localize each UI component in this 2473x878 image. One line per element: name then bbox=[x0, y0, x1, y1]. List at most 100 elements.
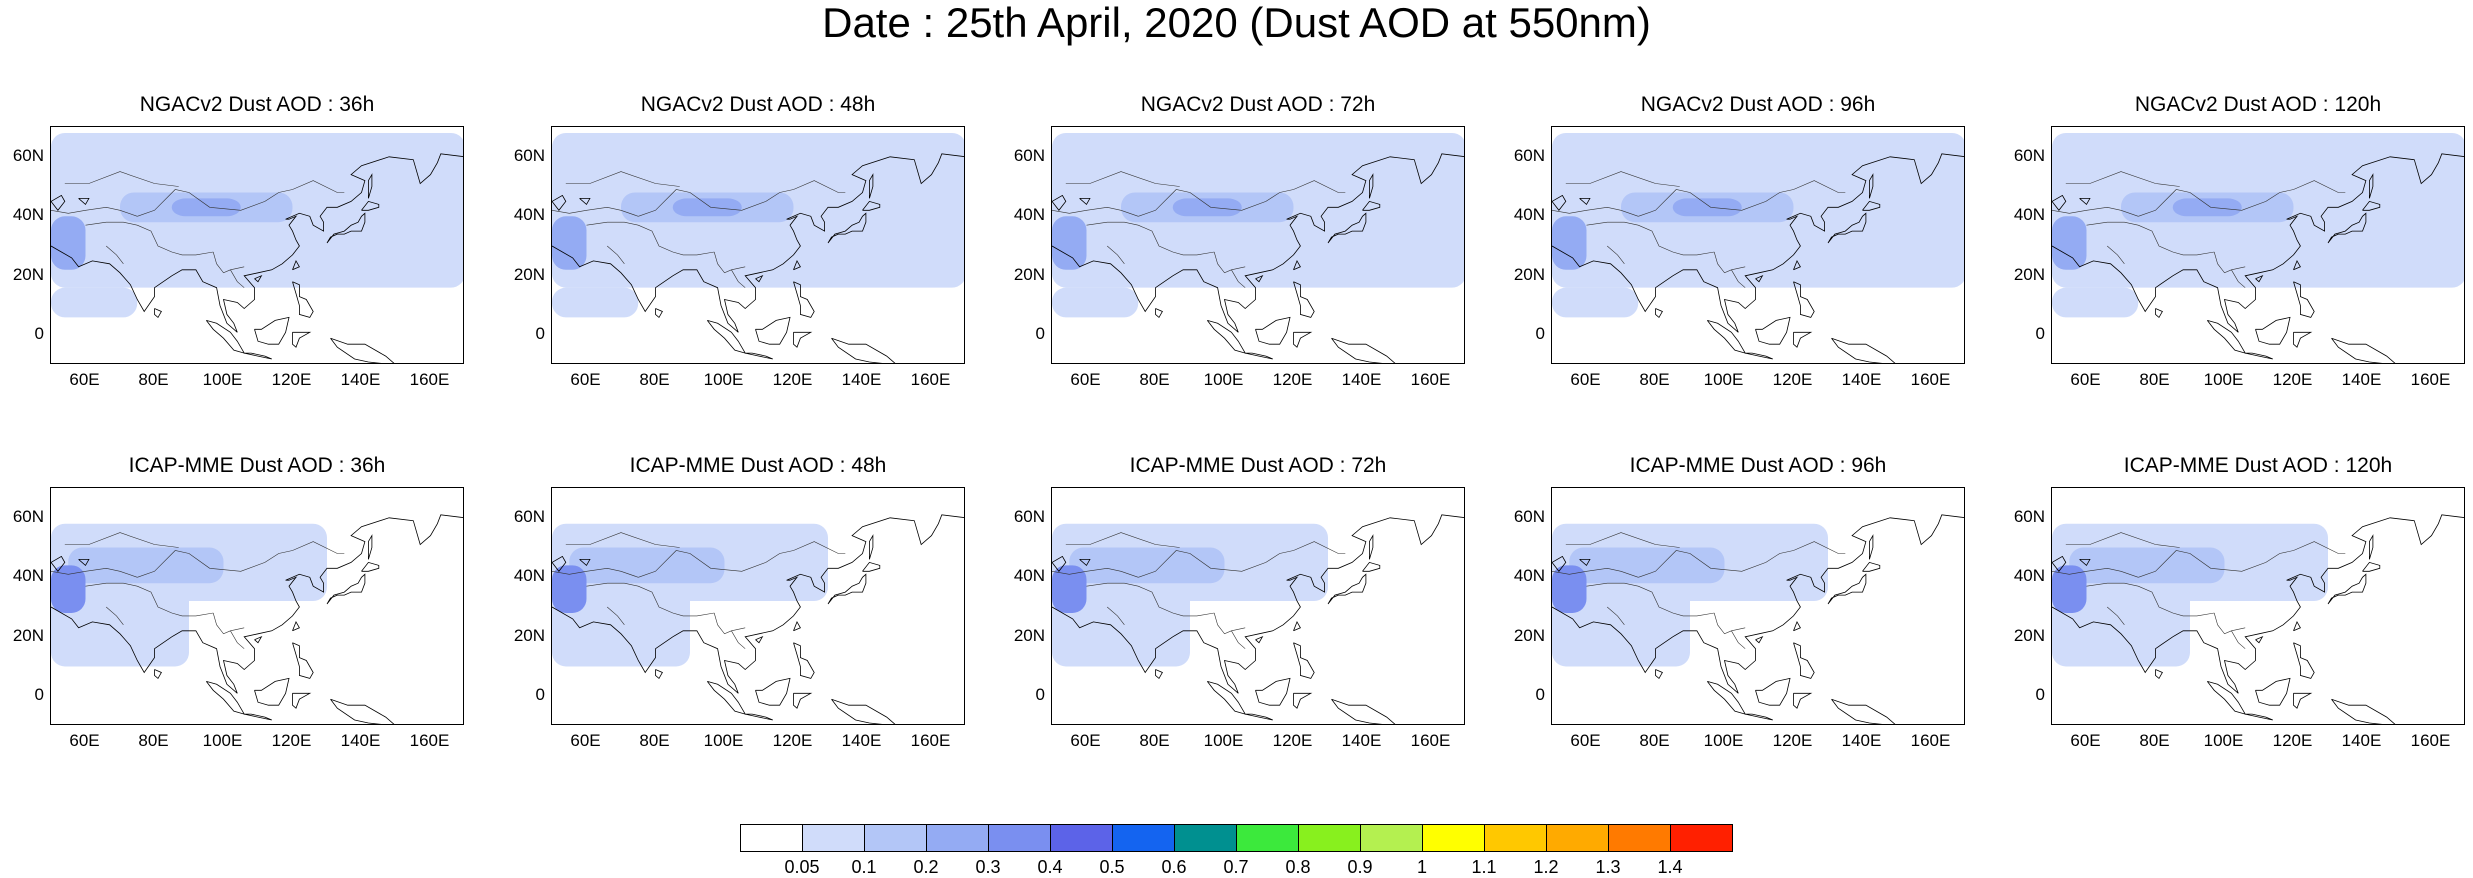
country-border bbox=[1065, 171, 1180, 187]
x-tick-label: 140E bbox=[2341, 731, 2382, 750]
country-border bbox=[552, 567, 639, 578]
x-tick-label: 60E bbox=[1570, 731, 1601, 750]
x-tick-label: 80E bbox=[138, 731, 169, 750]
coastline bbox=[827, 573, 867, 605]
coastline bbox=[361, 561, 380, 572]
x-tick-label: 80E bbox=[1639, 731, 1670, 750]
country-border bbox=[85, 582, 214, 617]
x-tick-label: 80E bbox=[1139, 370, 1170, 389]
x-tick-label: 120E bbox=[2272, 731, 2313, 750]
x-tick-label: 100E bbox=[1203, 370, 1244, 389]
x-tick-label: 100E bbox=[1703, 731, 1744, 750]
colorbar-label: 0.9 bbox=[1347, 857, 1373, 877]
y-tick-label: 0 bbox=[535, 324, 545, 344]
coastline bbox=[244, 713, 272, 721]
coastline bbox=[1206, 320, 1247, 354]
coastline bbox=[1293, 331, 1313, 348]
y-tick-label: 20N bbox=[1513, 264, 1545, 284]
coastline bbox=[579, 559, 591, 567]
x-tick-label: 160E bbox=[2410, 370, 2451, 389]
country-border bbox=[1586, 221, 1715, 256]
country-border bbox=[638, 180, 846, 217]
x-tick-label: 100E bbox=[2203, 731, 2244, 750]
coastline bbox=[292, 642, 314, 679]
y-tick-label: 40N bbox=[12, 566, 44, 586]
country-border bbox=[2138, 541, 2346, 578]
coastline bbox=[1755, 316, 1791, 345]
dust-plume bbox=[1552, 216, 1587, 270]
coastline bbox=[205, 320, 246, 354]
x-tick-label: 100E bbox=[1203, 731, 1244, 750]
coastline bbox=[1079, 559, 1091, 567]
country-border bbox=[1731, 269, 1746, 288]
colorbar-swatch bbox=[1484, 824, 1547, 852]
y-tick-label: 20N bbox=[2013, 625, 2045, 645]
dust-plume bbox=[171, 198, 241, 217]
dust-plume bbox=[1052, 565, 1087, 613]
coastline bbox=[2079, 559, 2091, 567]
coastline bbox=[154, 308, 162, 319]
coastline bbox=[1706, 681, 1747, 715]
coastline bbox=[2255, 316, 2291, 345]
colorbar-label: 1.2 bbox=[1533, 857, 1559, 877]
country-border bbox=[2086, 221, 2215, 256]
coastline bbox=[706, 681, 747, 715]
dust-plume bbox=[1069, 547, 1225, 584]
coastline bbox=[1552, 514, 1964, 694]
country-border bbox=[713, 612, 746, 635]
x-tick-label: 60E bbox=[570, 731, 601, 750]
coastline bbox=[862, 561, 881, 572]
y-tick-label: 40N bbox=[1513, 205, 1545, 225]
x-tick-label: 120E bbox=[1272, 731, 1313, 750]
y-tick-label: 60N bbox=[1013, 145, 1045, 165]
x-tick-label: 100E bbox=[1703, 370, 1744, 389]
colorbar-swatch bbox=[926, 824, 989, 852]
dust-plume bbox=[552, 287, 639, 318]
x-tick-label: 60E bbox=[1070, 370, 1101, 389]
dust-plume bbox=[1569, 547, 1725, 584]
coastline bbox=[2331, 337, 2396, 363]
coastline bbox=[1579, 198, 1591, 206]
x-tick-label: 120E bbox=[271, 370, 312, 389]
panel-title: ICAP-MME Dust AOD : 48h bbox=[629, 454, 887, 477]
coastline bbox=[1655, 308, 1663, 319]
country-border bbox=[64, 171, 179, 187]
coastline bbox=[326, 212, 366, 244]
coastline bbox=[793, 331, 813, 348]
coastline bbox=[1362, 561, 1381, 572]
coastline bbox=[2155, 308, 2163, 319]
coastline bbox=[2293, 620, 2301, 632]
panel-title: ICAP-MME Dust AOD : 96h bbox=[1629, 454, 1887, 477]
y-tick-label: 20N bbox=[1013, 264, 1045, 284]
x-tick-label: 120E bbox=[271, 731, 312, 750]
x-tick-label: 160E bbox=[910, 370, 951, 389]
x-tick-label: 140E bbox=[1341, 370, 1382, 389]
coastline bbox=[2206, 320, 2247, 354]
coastline bbox=[2052, 194, 2067, 211]
coastline bbox=[1255, 635, 1264, 644]
y-tick-label: 20N bbox=[2013, 264, 2045, 284]
country-border bbox=[1586, 582, 1715, 617]
x-tick-label: 140E bbox=[2341, 370, 2382, 389]
x-tick-label: 60E bbox=[1570, 370, 1601, 389]
coastline bbox=[1793, 259, 1801, 271]
country-border bbox=[2107, 245, 2125, 264]
coastline bbox=[552, 555, 567, 572]
coastline bbox=[2327, 212, 2367, 244]
coastline bbox=[1862, 200, 1881, 211]
coastline bbox=[1331, 337, 1396, 363]
coastline bbox=[1327, 212, 1367, 244]
colorbar-swatch bbox=[740, 824, 803, 852]
y-tick-label: 40N bbox=[1013, 205, 1045, 225]
panel-title: ICAP-MME Dust AOD : 72h bbox=[1129, 454, 1387, 477]
panel-title: NGACv2 Dust AOD : 72h bbox=[1140, 93, 1376, 116]
dust-plume bbox=[552, 216, 587, 270]
coastline bbox=[1293, 259, 1301, 271]
coastline bbox=[1793, 642, 1815, 679]
colorbar-label: 0.7 bbox=[1223, 857, 1249, 877]
country-border bbox=[2065, 171, 2180, 187]
coastline bbox=[2293, 692, 2313, 709]
country-border bbox=[1552, 567, 1639, 578]
x-tick-label: 120E bbox=[1772, 731, 1813, 750]
